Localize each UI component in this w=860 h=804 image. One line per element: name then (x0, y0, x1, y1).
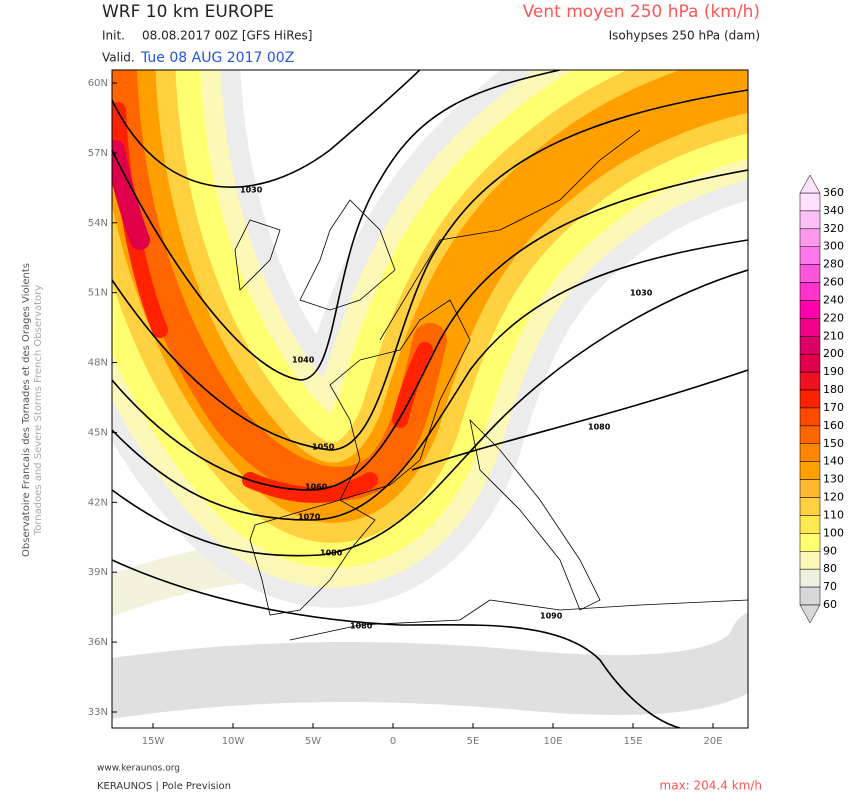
valid-label: Valid. (102, 51, 135, 65)
lat-label: 60N (88, 78, 108, 89)
lat-label: 45N (88, 427, 108, 438)
colorbar-label: 200 (823, 347, 844, 360)
lon-label: 10W (222, 736, 245, 747)
colorbar-label: 100 (823, 526, 844, 539)
wind-shade (112, 612, 748, 719)
colorbar-band (799, 318, 821, 337)
footer-org: KERAUNOS | Pole Prevision (97, 781, 231, 792)
footer-max: max: 204.4 km/h (660, 779, 762, 793)
lon-label: 5E (467, 736, 480, 747)
lat-label: 57N (88, 148, 108, 159)
contour-label: 1040 (292, 356, 315, 365)
colorbar-label: 120 (823, 491, 844, 504)
contour-label: 1070 (298, 513, 321, 522)
colorbar-label: 280 (823, 258, 844, 271)
colorbar-label: 60 (823, 598, 837, 611)
title: WRF 10 km EUROPE (102, 2, 274, 22)
colorbar-label: 300 (823, 240, 844, 253)
colorbar-band (799, 568, 821, 588)
colorbar-band (799, 497, 821, 516)
product: Vent moyen 250 hPa (km/h) (523, 2, 760, 22)
colorbar-label: 320 (823, 222, 844, 235)
colorbar-cap (799, 604, 821, 624)
contour-label: 1080 (350, 622, 373, 631)
colorbar-band (799, 551, 821, 570)
colorbar-band (799, 264, 821, 283)
lon-label: 15E (623, 736, 642, 747)
contour-label: 1050 (312, 443, 335, 452)
subtitle: Isohypses 250 hPa (dam) (609, 29, 760, 43)
colorbar-label: 340 (823, 204, 844, 217)
colorbar-band (799, 586, 821, 606)
colorbar-label: 240 (823, 293, 844, 306)
colorbar-label: 110 (823, 508, 844, 521)
axes: 60N 57N 54N 51N 48N 45N 42N 39N 36N 33N 15W 10W 5W 0 5… (88, 78, 723, 747)
colorbar-band (799, 443, 821, 462)
colorbar-label: 220 (823, 311, 844, 324)
contour-label: 1030 (240, 186, 263, 195)
init-label: Init. (102, 29, 125, 43)
colorbar-label: 90 (823, 544, 837, 557)
side-text: Observatoire Francais des Tornades et de… (21, 263, 32, 557)
colorbar-label: 150 (823, 437, 844, 450)
colorbar-label: 80 (823, 562, 837, 575)
footer-site: www.keraunos.org (97, 764, 180, 774)
colorbar-label: 170 (823, 401, 844, 414)
lat-label: 36N (88, 637, 108, 648)
lat-label: 51N (88, 288, 108, 299)
colorbar-label: 260 (823, 276, 844, 289)
colorbar-band (799, 353, 821, 373)
colorbar-cap (799, 174, 821, 194)
colorbar-band (799, 336, 821, 355)
lon-label: 0 (390, 736, 396, 747)
lat-label: 42N (88, 497, 108, 508)
colorbar-label: 140 (823, 455, 844, 468)
colorbar-band (799, 228, 821, 247)
lat-label: 33N (88, 707, 108, 718)
colorbar-band (799, 515, 821, 534)
lat-label: 54N (88, 218, 108, 229)
colorbar-band (799, 479, 821, 498)
colorbar-band (799, 533, 821, 552)
isohypse (112, 70, 748, 728)
map: 1030 1040 1050 1060 1070 1080 1080 1090 … (112, 70, 748, 728)
lat-label: 39N (88, 567, 108, 578)
colorbar-label: 360 (823, 186, 844, 199)
contour-label: 1090 (540, 612, 563, 621)
contour-label: 1060 (305, 483, 328, 492)
colorbar-band (799, 192, 821, 212)
colorbar-label: 70 (823, 580, 837, 593)
colorbar-label: 190 (823, 365, 844, 378)
valid: Tue 08 AUG 2017 00Z (140, 50, 294, 66)
lon-label: 15W (142, 736, 165, 747)
colorbar-band (799, 425, 821, 445)
colorbar-band (799, 246, 821, 265)
contour-label: 1030 (630, 289, 653, 298)
colorbar-band (799, 282, 821, 301)
contour-label: 1080 (588, 423, 611, 432)
colorbar-band (799, 389, 821, 409)
contour-label: 1080 (320, 549, 343, 558)
lon-label: 10E (543, 736, 562, 747)
colorbar-label: 130 (823, 473, 844, 486)
lon-label: 5W (305, 736, 321, 747)
init: 08.08.2017 00Z [GFS HiRes] (142, 29, 312, 43)
colorbar-label: 210 (823, 329, 844, 342)
colorbar-band (799, 407, 821, 427)
lon-label: 20E (703, 736, 722, 747)
colorbar-band (799, 461, 821, 480)
side-text: Tornadoes and Severe Storms French Obser… (33, 285, 44, 536)
colorbar-band (799, 210, 821, 230)
colorbar: 360 340 320 300 280 260 240 220 210 200 190 180 170 1… (799, 174, 844, 624)
colorbar-band (799, 371, 821, 391)
coastline (234, 129, 748, 641)
colorbar-band (799, 300, 821, 319)
map-frame (111, 69, 749, 729)
colorbar-label: 180 (823, 383, 844, 396)
lat-label: 48N (88, 358, 108, 369)
colorbar-label: 160 (823, 419, 844, 432)
